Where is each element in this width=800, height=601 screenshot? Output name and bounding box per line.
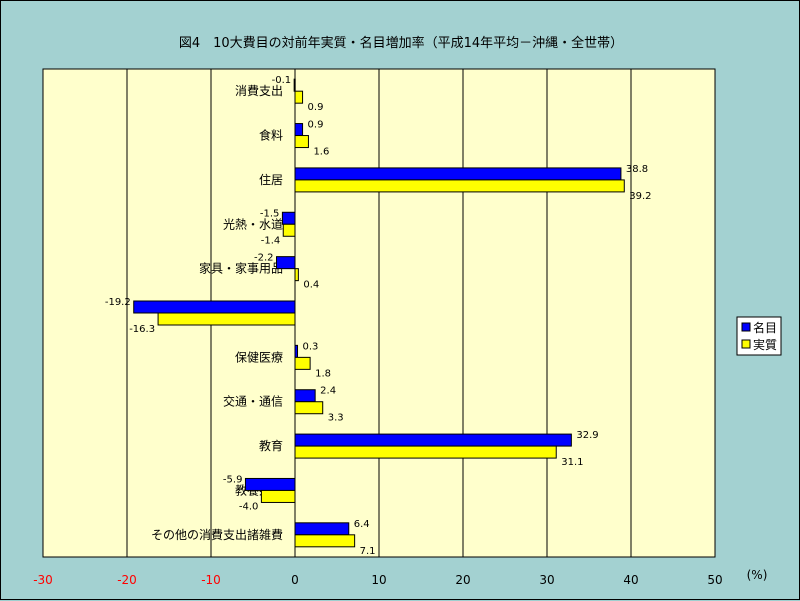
category-label: 家具・家事用品 [199,261,283,276]
legend-box [736,316,782,356]
x-tick-label: -30 [33,573,53,587]
category-label: 保健医療 [235,350,283,364]
x-tick-label: 30 [539,573,554,587]
bar-nominal [276,256,296,270]
data-label-real: -16.3 [129,324,155,335]
bar-nominal [294,167,622,181]
bar-nominal [294,123,304,137]
data-label-real: 1.8 [315,368,331,379]
data-label-nominal: -2.2 [254,253,274,264]
category-label: 交通・通信 [223,394,283,409]
data-label-real: 0.9 [308,102,324,113]
data-label-real: -1.4 [261,235,281,246]
data-label-real: 0.4 [303,280,319,291]
data-label-nominal: 38.8 [626,164,648,175]
bar-real [294,135,309,149]
data-label-nominal: -19.2 [105,297,131,308]
data-label-nominal: 6.4 [354,519,370,530]
bar-real [294,90,304,104]
x-tick-label: 0 [291,573,299,587]
x-tick-label: 40 [623,573,638,587]
chart-title: 図4 10大費目の対前年実質・名目増加率（平成14年平均－沖縄・全世帯） [179,35,623,51]
legend-swatch-nominal [741,322,751,332]
bar-real [294,401,324,415]
category-label: 食料 [259,128,283,143]
bar-nominal [294,389,316,403]
bar-real [294,356,311,370]
legend-label-real: 実質 [753,337,777,352]
unit-label: (%) [747,568,768,582]
data-label-real: 1.6 [313,147,329,158]
plot-area: -30 -20 -10 0 10 20 30 40 50 消費支出-0.1 0.9 食料 0.9 1.6 住… [33,68,723,587]
bar-nominal [294,433,572,447]
x-tick-label: 10 [371,573,386,587]
data-label-nominal: -0.1 [272,75,292,86]
x-tick-label: -10 [201,573,221,587]
bar-nominal [294,522,350,536]
data-label-nominal: 0.9 [308,120,324,131]
data-label-nominal: 2.4 [320,386,336,397]
data-label-nominal: -1.5 [260,208,280,219]
bar-nominal [244,477,296,491]
x-tick-label: 20 [455,573,470,587]
x-tick-label: 50 [707,573,722,587]
bar-real [282,223,296,237]
category-label: 消費支出 [235,83,283,98]
bar-real [294,534,356,548]
bar-real [260,489,296,503]
data-label-real: -4.0 [239,501,259,512]
bar-real [294,445,557,459]
category-label: 光熱・水道 [223,217,283,231]
legend-label-nominal: 名目 [753,320,777,335]
data-label-real: 3.3 [328,413,344,424]
legend: 名目 実質 [736,316,782,356]
data-label-real: 39.2 [629,191,651,202]
x-tick-label: -20 [117,573,137,587]
bar-real [294,268,299,282]
data-label-nominal: -5.9 [223,474,243,485]
data-label-nominal: 32.9 [576,430,598,441]
bar-nominal [133,300,296,314]
bar-real [157,312,296,326]
category-label: その他の消費支出諸雑費 [151,527,283,542]
bar-nominal [281,211,296,225]
category-label: 教育 [259,438,283,453]
bar-real [294,179,625,193]
data-label-real: 7.1 [360,546,376,557]
legend-swatch-real [741,339,751,349]
data-label-nominal: 0.3 [303,341,319,352]
data-label-real: 31.1 [561,457,583,468]
category-label: 住居 [259,173,283,187]
